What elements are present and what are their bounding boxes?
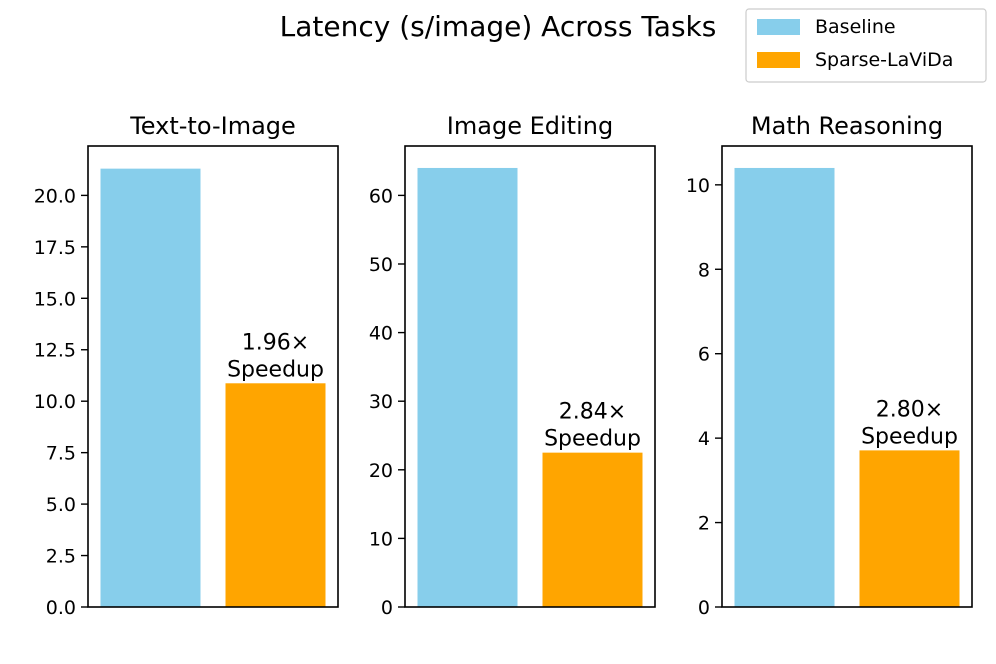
bar-baseline (734, 167, 835, 607)
y-tick-label: 20.0 (34, 185, 76, 207)
speedup-value-label: 2.80× (876, 397, 943, 422)
speedup-value-label: 2.84× (559, 400, 626, 425)
y-tick-label: 12.5 (34, 340, 76, 362)
bar-sparse-lavida (859, 450, 960, 607)
speedup-text-label: Speedup (544, 427, 641, 452)
panel-title: Text-to-Image (129, 112, 296, 140)
y-tick-label: 15.0 (34, 288, 76, 310)
speedup-text-label: Speedup (861, 424, 958, 449)
y-tick-label: 60 (369, 185, 393, 207)
panel-1: Text-to-Image 1.96×Speedup 0.0 2.5 5.0 7.5 10.… (34, 112, 339, 619)
y-tick-label: 6 (698, 344, 710, 366)
axes-frame (87, 145, 339, 608)
y-tick-label: 0 (381, 597, 393, 619)
bar-baseline (417, 167, 518, 607)
y-tick-label: 10 (369, 528, 393, 550)
legend-label-sparse-lavida: Sparse-LaViDa (815, 49, 953, 71)
y-tick-label: 40 (369, 323, 393, 345)
y-tick-label: 10 (686, 175, 710, 197)
y-tick-label: 2 (698, 513, 710, 535)
bar-baseline (100, 168, 201, 607)
y-tick-label: 20 (369, 460, 393, 482)
legend-swatch-baseline (757, 19, 800, 35)
y-tick-label: 5.0 (46, 494, 76, 516)
panel-title: Math Reasoning (751, 112, 943, 140)
speedup-text-label: Speedup (227, 357, 324, 382)
speedup-value-label: 1.96× (242, 330, 309, 355)
figure-title: Latency (s/image) Across Tasks (280, 10, 717, 43)
panel-title: Image Editing (447, 112, 613, 140)
panel-3: Math Reasoning 2.80×Speedup 0 2 4 6 8 10 (686, 112, 973, 619)
y-tick-label: 7.5 (46, 443, 76, 465)
y-tick-label: 0.0 (46, 597, 76, 619)
y-tick-label: 17.5 (34, 237, 76, 259)
legend: Baseline Sparse-LaViDa (745, 8, 987, 83)
legend-label-baseline: Baseline (815, 16, 896, 38)
bar-sparse-lavida (225, 383, 326, 607)
y-tick-label: 2.5 (46, 546, 76, 568)
panel-2: Image Editing 2.84×Speedup 0 10 20 30 40 50 60 (369, 112, 656, 619)
legend-frame (745, 8, 987, 83)
axes-frame (404, 145, 656, 608)
y-tick-label: 8 (698, 259, 710, 281)
y-tick-label: 0 (698, 597, 710, 619)
bar-sparse-lavida (542, 452, 643, 607)
y-tick-label: 30 (369, 391, 393, 413)
y-tick-label: 50 (369, 254, 393, 276)
y-tick-label: 4 (698, 428, 710, 450)
legend-swatch-sparse-lavida (757, 52, 800, 68)
y-tick-label: 10.0 (34, 391, 76, 413)
axes-frame (721, 145, 973, 608)
